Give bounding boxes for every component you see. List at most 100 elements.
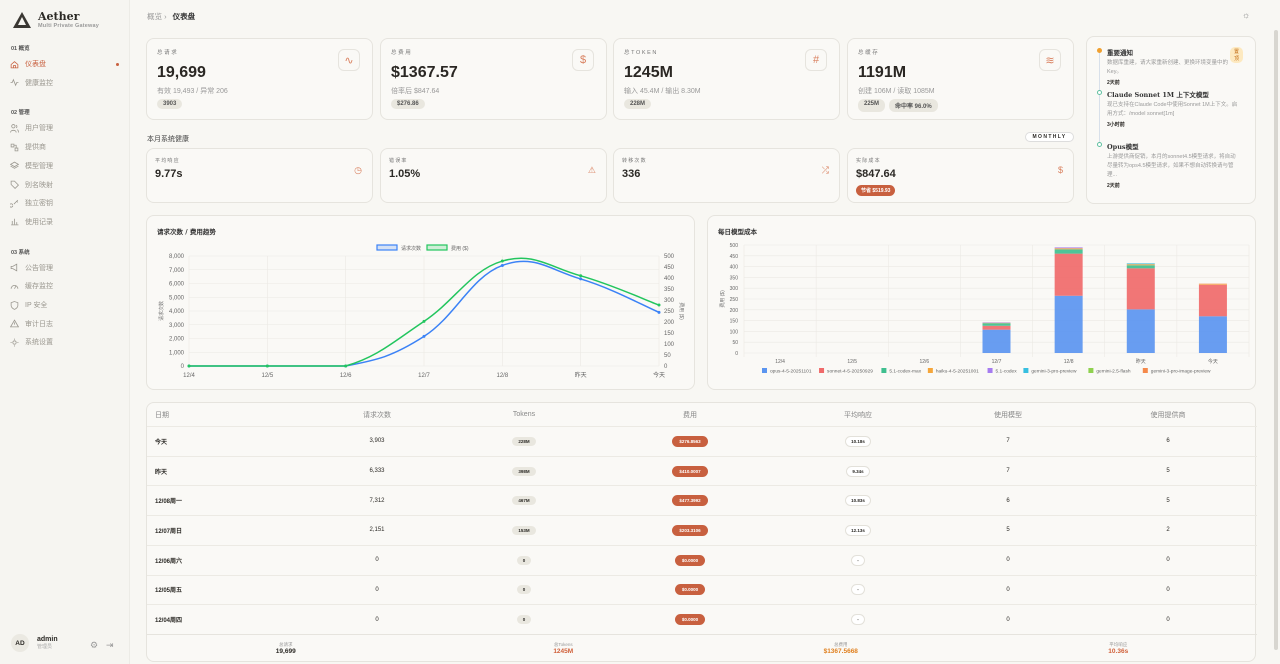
cell-tokens: 398M <box>512 466 536 476</box>
legend-label: haiku-4-5-20251001 <box>936 369 979 375</box>
app-tagline: Multi Private Gateway <box>38 23 100 29</box>
cell-date: 12/05周五 <box>155 588 183 595</box>
sidebar-item-label: 缓存监控 <box>25 283 53 291</box>
column-header[interactable]: 日期 <box>155 411 169 419</box>
timeline-dot <box>1097 90 1102 95</box>
data-point <box>265 364 269 368</box>
sidebar-item[interactable]: 仪表盘 <box>10 57 122 71</box>
notice-item[interactable]: Claude Sonnet 1M 上下文模型 现已支持在Claude Code中使… <box>1107 89 1239 128</box>
cell-latency: 12.13s <box>845 524 871 536</box>
provider-icon <box>10 143 19 151</box>
y-tick-label: 5,000 <box>169 295 185 301</box>
cell-requests: 2,151 <box>369 527 385 534</box>
y-tick-label: 300 <box>730 286 739 292</box>
sidebar-item[interactable]: 审计日志 <box>10 317 122 331</box>
sidebar-item[interactable]: IP 安全 <box>10 298 122 312</box>
table-row[interactable]: 12/04周四 0 0 $0.0000 - 0 0 <box>147 604 1257 634</box>
sidebar-item-label: 独立密钥 <box>25 200 53 208</box>
cell-cost: $0.0000 <box>674 614 706 626</box>
table-row[interactable]: 今天 3,903 228M $276.8563 10.18s 7 6 <box>147 426 1257 456</box>
column-header[interactable]: 费用 <box>683 411 697 419</box>
notice-item[interactable]: Opus模型 上游提供商促销，本月的sonnet4.5模型请求，将自动尽量转为op… <box>1107 141 1239 189</box>
activity-icon: ∿ <box>338 49 360 71</box>
sidebar-item[interactable]: 缓存监控 <box>10 279 122 293</box>
sidebar-item[interactable]: 模型管理 <box>10 159 122 173</box>
legend-label: 请求次数 <box>401 245 421 252</box>
stat-label: 总费用 <box>391 50 413 56</box>
breadcrumb-parent[interactable]: 概览 <box>147 12 162 21</box>
bar-segment <box>1198 284 1227 285</box>
sidebar-item[interactable]: 使用记录 <box>10 215 122 229</box>
cell-latency: 10.18s <box>845 435 871 447</box>
column-header[interactable]: 使用提供商 <box>1150 411 1186 419</box>
bar-segment <box>982 329 1011 353</box>
theme-toggle-icon[interactable]: ☼ <box>1242 10 1251 20</box>
table-row[interactable]: 昨天 6,333 398M $410.0007 9.34s 7 5 <box>147 455 1257 486</box>
notice-time: 3小时前 <box>1107 122 1125 128</box>
y-axis-label: 请求次数 <box>158 301 165 321</box>
megaphone-icon <box>10 263 18 272</box>
cell-models: 7 <box>1006 468 1010 475</box>
sidebar-item[interactable]: 独立密钥 <box>10 196 122 210</box>
y-tick-label: 0 <box>735 351 738 357</box>
cell-providers: 0 <box>1166 586 1170 593</box>
notice-item[interactable]: 重要通知 数据库重建，请大家重新创建、更换环境变量中的Key。 2天前 置顶 <box>1107 47 1244 86</box>
settings-icon[interactable]: ⚙ <box>90 640 99 650</box>
sidebar-item[interactable]: 健康监控 <box>10 76 122 90</box>
sidebar-item[interactable]: 用户管理 <box>10 121 122 135</box>
cell-date: 12/04周四 <box>155 618 183 625</box>
column-header[interactable]: 请求次数 <box>363 411 391 419</box>
logo[interactable]: Aether Multi Private Gateway <box>12 10 99 29</box>
y2-tick-label: 50 <box>664 353 671 359</box>
x-tick-label: 12/4 <box>775 359 785 365</box>
y2-axis-label: 费用 ($) <box>678 302 685 320</box>
chart-title: 请求次数 / 费用趋势 <box>157 228 216 236</box>
column-header[interactable]: Tokens <box>512 411 536 418</box>
y-tick-label: 150 <box>730 319 739 325</box>
cell-latency: 9.34s <box>846 465 870 477</box>
table-row[interactable]: 12/06周六 0 0 $0.0000 - 0 0 <box>147 544 1257 575</box>
notice-time: 2天前 <box>1107 80 1120 86</box>
table-row[interactable]: 12/05周五 0 0 $0.0000 - 0 0 <box>147 574 1257 605</box>
footer-stat: 总费用 $1367.5668 <box>702 635 980 663</box>
stat-pill: 3903 <box>157 99 183 109</box>
sidebar-item[interactable]: 公告管理 <box>10 261 122 275</box>
model-cost-chart-card: 每日模型成本 0 50 100 150 200 250 300 350 400 450 500 费用 … <box>707 215 1256 390</box>
y2-tick-label: 450 <box>664 265 675 271</box>
stat-sub: 有效 19,493 / 异常 206 <box>157 88 228 95</box>
x-tick-label: 12/5 <box>261 373 273 379</box>
notice-time: 2天前 <box>1107 183 1120 189</box>
table-row[interactable]: 12/08周一 7,312 467M $477.3992 10.83s 6 5 <box>147 485 1257 515</box>
y2-tick-label: 0 <box>664 364 668 370</box>
home-icon <box>10 60 19 68</box>
legend-swatch <box>426 244 448 251</box>
stat-pill: $276.86 <box>391 99 425 109</box>
stat-card: 总费用 $1367.57 倍率后 $847.64 $276.86 $ <box>380 38 607 120</box>
user-profile[interactable]: AD admin 管理员 <box>11 634 58 652</box>
cell-requests: 0 <box>375 616 379 623</box>
cell-requests: 6,333 <box>369 468 385 475</box>
bar-segment <box>1126 309 1155 353</box>
column-header[interactable]: 使用模型 <box>994 411 1022 419</box>
sidebar-item-label: 模型管理 <box>25 162 53 170</box>
sidebar-item[interactable]: 提供商 <box>10 140 122 154</box>
sidebar-item[interactable]: 别名映射 <box>10 178 122 192</box>
scrollbar[interactable] <box>1274 30 1278 650</box>
footer-label: 平均响应 <box>1109 642 1128 647</box>
table-row[interactable]: 12/07周日 2,151 153M $203.3106 12.13s 5 2 <box>147 515 1257 545</box>
cell-models: 5 <box>1006 527 1010 534</box>
cell-date: 今天 <box>155 439 168 446</box>
cell-tokens: 228M <box>512 436 536 446</box>
sidebar-item[interactable]: 系统设置 <box>10 335 122 349</box>
notice-desc: 数据库重建，请大家重新创建、更换环境变量中的Key。 <box>1107 60 1229 75</box>
period-badge[interactable]: MONTHLY <box>1025 132 1074 142</box>
cell-providers: 2 <box>1166 527 1170 534</box>
column-header[interactable]: 平均响应 <box>844 411 872 419</box>
logout-icon[interactable]: ⇥ <box>106 640 114 650</box>
breadcrumb-current: 仪表盘 <box>172 12 196 21</box>
bar-segment <box>1198 316 1227 353</box>
y2-tick-label: 500 <box>664 254 675 260</box>
y2-tick-label: 300 <box>664 298 675 304</box>
data-point <box>500 263 504 267</box>
data-point <box>579 274 583 278</box>
